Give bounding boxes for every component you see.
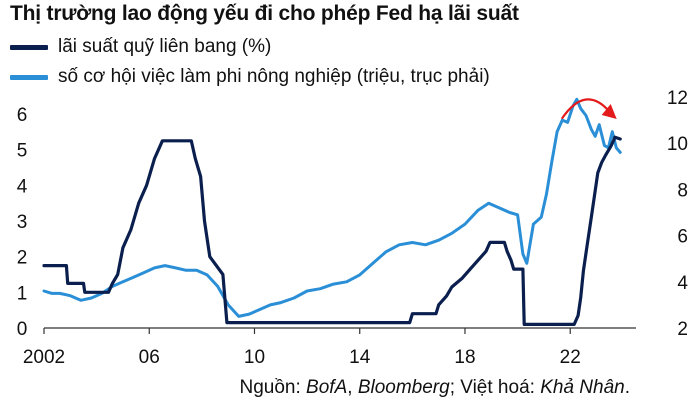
source-bofa: BofA <box>306 377 348 398</box>
x-tick-label: 2002 <box>23 347 65 368</box>
y-right-tick-label: 4 <box>677 273 688 294</box>
x-tick-label: 14 <box>349 347 371 368</box>
y-left-tick-label: 0 <box>17 319 28 340</box>
y-right-tick-label: 12 <box>667 88 688 109</box>
legend-item-job-openings: số cơ hội việc làm phi nông nghiệp (triệ… <box>10 64 490 90</box>
legend-label-fed-funds: lãi suất quỹ liên bang (%) <box>58 36 272 57</box>
y-right-tick-label: 2 <box>677 319 688 340</box>
source-sep1: , <box>347 377 358 398</box>
series-line-fed-funds <box>42 135 622 326</box>
source-mid: ; Việt hoá: <box>449 377 541 398</box>
y-left-tick-label: 6 <box>17 105 28 126</box>
source-suffix: . <box>624 377 630 398</box>
y-left-tick-label: 4 <box>17 176 28 197</box>
x-tick-label: 06 <box>139 347 160 368</box>
x-tick-label: 22 <box>560 347 581 368</box>
x-tick-label: 10 <box>244 347 265 368</box>
source-author: Khả Nhân <box>540 377 625 398</box>
annotation-arrow-head <box>601 104 617 119</box>
legend-item-fed-funds: lãi suất quỹ liên bang (%) <box>10 34 271 60</box>
series-line-job-openings <box>42 97 622 318</box>
y-left-tick-label: 1 <box>17 283 28 304</box>
y-right-tick-label: 10 <box>667 134 688 155</box>
source-bloomberg: Bloomberg <box>357 377 450 398</box>
source-note: Nguồn: BofA, Bloomberg; Việt hoá: Khả Nh… <box>240 377 631 399</box>
chart-title: Thị trường lao động yếu đi cho phép Fed … <box>10 2 519 25</box>
y-right-tick-label: 8 <box>677 180 688 201</box>
y-left-tick-label: 3 <box>17 212 28 233</box>
y-left-tick-label: 2 <box>17 248 28 269</box>
y-right-tick-label: 6 <box>677 227 688 248</box>
legend-swatch-fed-funds <box>10 44 48 50</box>
legend-label-job-openings: số cơ hội việc làm phi nông nghiệp (triệ… <box>58 66 490 87</box>
annotation-arrow-arc <box>561 98 611 120</box>
y-left-tick-label: 5 <box>17 141 28 162</box>
x-tick-label: 18 <box>454 347 475 368</box>
legend-swatch-job-openings <box>10 74 48 80</box>
source-prefix: Nguồn: <box>239 377 307 398</box>
